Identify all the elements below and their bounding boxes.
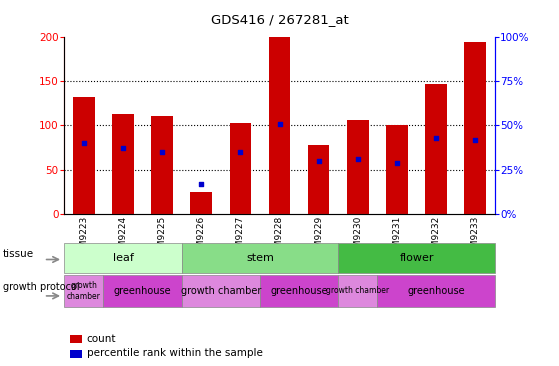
Text: growth chamber: growth chamber bbox=[326, 287, 389, 295]
Bar bbox=[191, 192, 212, 214]
Bar bbox=[377, 274, 495, 307]
Point bbox=[432, 135, 440, 141]
Point bbox=[471, 137, 480, 142]
Bar bbox=[70, 335, 82, 343]
Point bbox=[392, 160, 401, 165]
Bar bbox=[103, 274, 182, 307]
Text: greenhouse: greenhouse bbox=[407, 286, 465, 296]
Text: growth chamber: growth chamber bbox=[181, 286, 261, 296]
Point bbox=[275, 121, 284, 127]
Text: stem: stem bbox=[246, 253, 274, 263]
Point bbox=[353, 156, 362, 162]
Bar bbox=[112, 114, 134, 214]
Text: leaf: leaf bbox=[112, 253, 134, 263]
Point bbox=[119, 146, 127, 152]
Bar bbox=[465, 42, 486, 214]
Text: growth protocol: growth protocol bbox=[3, 281, 79, 292]
Point bbox=[197, 181, 206, 187]
Bar bbox=[338, 274, 377, 307]
Text: count: count bbox=[87, 333, 116, 344]
Bar bbox=[64, 274, 103, 307]
Text: flower: flower bbox=[399, 253, 434, 263]
Bar bbox=[338, 243, 495, 273]
Text: percentile rank within the sample: percentile rank within the sample bbox=[87, 348, 263, 358]
Bar bbox=[73, 97, 94, 214]
Point bbox=[79, 140, 88, 146]
Bar bbox=[182, 274, 260, 307]
Bar bbox=[260, 274, 338, 307]
Text: greenhouse: greenhouse bbox=[270, 286, 328, 296]
Text: GDS416 / 267281_at: GDS416 / 267281_at bbox=[211, 13, 348, 26]
Bar bbox=[269, 37, 290, 214]
Point bbox=[158, 149, 167, 155]
Bar bbox=[425, 84, 447, 214]
Bar bbox=[230, 123, 251, 214]
Bar bbox=[70, 350, 82, 358]
Bar bbox=[182, 243, 338, 273]
Point bbox=[236, 149, 245, 155]
Point bbox=[314, 158, 323, 164]
Bar bbox=[386, 125, 408, 214]
Bar bbox=[151, 116, 173, 214]
Text: tissue: tissue bbox=[3, 249, 34, 259]
Bar bbox=[347, 120, 368, 214]
Bar bbox=[308, 145, 329, 214]
Bar bbox=[64, 243, 182, 273]
Text: growth
chamber: growth chamber bbox=[67, 281, 101, 301]
Text: greenhouse: greenhouse bbox=[113, 286, 172, 296]
